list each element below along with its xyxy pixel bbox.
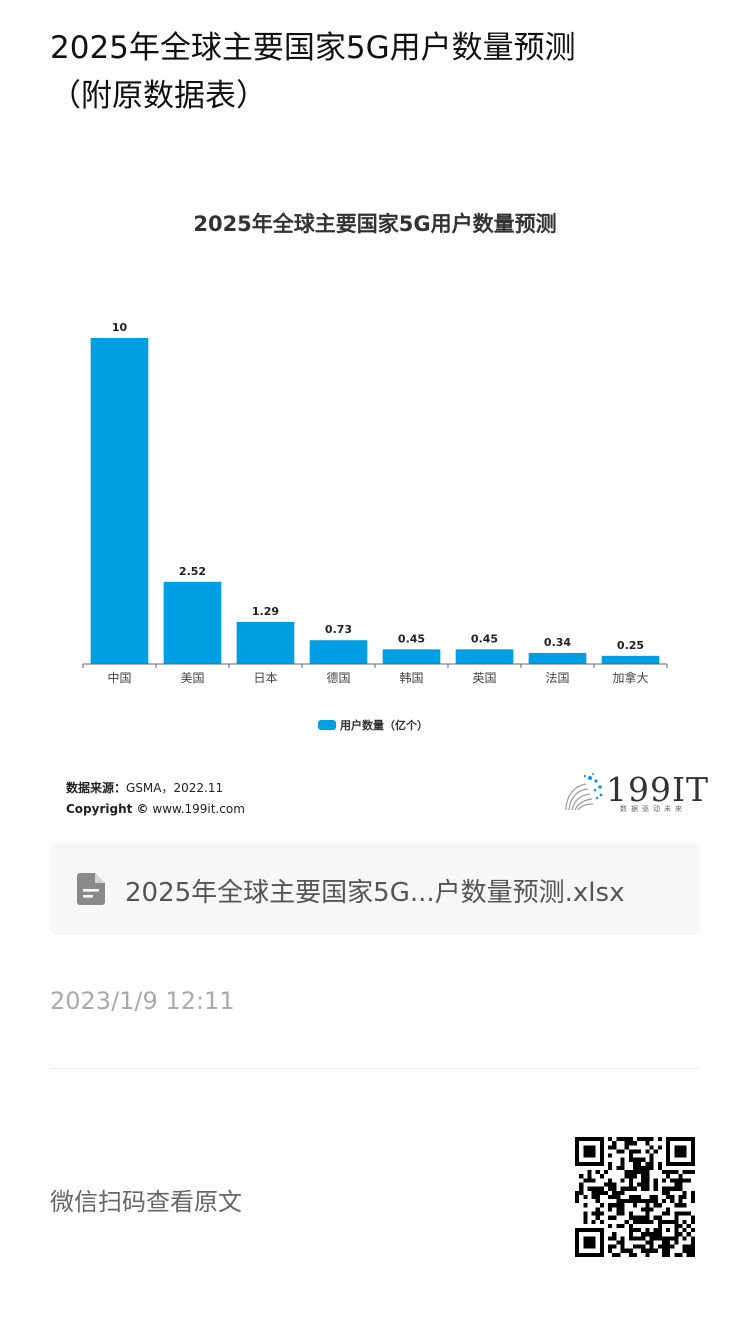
chart-bar — [455, 649, 514, 664]
qr-code-icon[interactable] — [575, 1137, 695, 1257]
copyright-value: www.199it.com — [152, 802, 245, 816]
article-title: 2025年全球主要国家5G用户数量预测 （附原数据表） — [50, 24, 710, 120]
x-tick-label: 法国 — [545, 671, 569, 685]
bar-data-label: 0.45 — [471, 632, 498, 645]
bar-data-label: 2.52 — [179, 565, 206, 578]
chart-bar — [382, 649, 441, 664]
divider — [50, 1068, 700, 1069]
x-tick-label: 日本 — [253, 671, 277, 685]
x-tick-label: 加拿大 — [612, 670, 648, 685]
x-tick-label: 韩国 — [399, 670, 423, 685]
bar-data-label: 0.34 — [544, 636, 571, 649]
attachment-filename[interactable]: 2025年全球主要国家5G...户数量预测.xlsx — [125, 878, 625, 908]
document-icon — [77, 873, 105, 909]
chart-legend: 用户数量（亿个） — [318, 716, 428, 734]
chart-title: 2025年全球主要国家5G用户数量预测 — [193, 212, 557, 236]
bar-data-label: 10 — [112, 321, 128, 334]
chart-image: 2025年全球主要国家5G用户数量预测 10 中国 2.52 美国 1.29 日本 0.73… — [50, 180, 708, 840]
copyright-label: Copyright © — [66, 802, 149, 816]
brand-logo: 199IT 数据驱动未来 — [560, 770, 708, 816]
attachment-card[interactable]: 2025年全球主要国家5G...户数量预测.xlsx — [50, 843, 700, 935]
post-date: 2023/1/9 12:11 — [50, 987, 235, 1015]
bar-data-label: 0.25 — [617, 639, 644, 652]
brand-tagline: 数据驱动未来 — [620, 805, 686, 813]
bar-chart: 10 中国 2.52 美国 1.29 日本 0.73 德国 0.45 韩国 0.45 英国 0.34 法国… — [82, 321, 668, 685]
chart-bar — [528, 652, 587, 664]
legend-swatch — [318, 720, 336, 730]
bar-data-label: 1.29 — [252, 605, 279, 618]
source-label: 数据来源： — [66, 781, 127, 795]
chart-bar — [163, 581, 222, 664]
chart-bar — [90, 338, 149, 664]
x-tick-label: 美国 — [180, 671, 204, 685]
x-tick-label: 英国 — [472, 671, 496, 685]
chart-bar — [236, 621, 295, 664]
chart-bar — [601, 655, 660, 664]
brand-logo-icon — [565, 773, 603, 811]
chart-bar — [309, 640, 368, 664]
bar-data-label: 0.73 — [325, 623, 352, 636]
legend-label: 用户数量（亿个） — [340, 719, 428, 732]
scan-hint: 微信扫码查看原文 — [50, 1188, 242, 1216]
x-tick-label: 德国 — [326, 670, 350, 685]
source-block: 数据来源：GSMA，2022.11 Copyright © www.199it.… — [66, 778, 245, 820]
article-title-line2: （附原数据表） — [50, 78, 267, 114]
article-title-line1: 2025年全球主要国家5G用户数量预测 — [50, 30, 576, 66]
source-value: GSMA，2022.11 — [126, 781, 224, 795]
brand-name: 199IT — [606, 770, 710, 809]
x-tick-label: 中国 — [107, 670, 131, 685]
bar-data-label: 0.45 — [398, 632, 425, 645]
